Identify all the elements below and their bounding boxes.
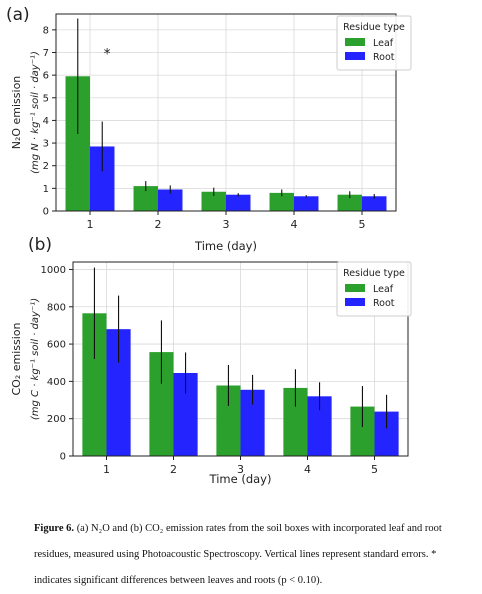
chart-panel-1: (a) 0 1 2 3 4 5 6 7 8 1 2 3 4 5 Time (day) N₂O emission (…: [6, 5, 412, 253]
legend-swatch-leaf: [345, 38, 365, 46]
bar-root: [226, 194, 251, 211]
y-tick-label: 600: [47, 340, 66, 351]
bar-leaf: [269, 192, 294, 211]
x-tick-label: 5: [371, 463, 378, 476]
y-tick-label: 1000: [41, 265, 66, 276]
panel-label: (a): [6, 5, 30, 25]
legend-label-root: Root: [373, 52, 395, 63]
panel-label: (b): [28, 235, 52, 255]
figure: (a) 0 1 2 3 4 5 6 7 8 1 2 3 4 5 Time (day) N₂O emission (…: [6, 5, 412, 486]
y-tick-label: 2: [43, 161, 49, 172]
y-axis-label-line2: (mg N · kg⁻¹ soil · day⁻¹): [30, 51, 41, 174]
bar-leaf: [337, 194, 362, 211]
x-axis-label: Time (day): [194, 239, 257, 253]
y-tick-label: 0: [43, 207, 49, 218]
legend-title: Residue type: [343, 268, 405, 279]
y-axis-label-line1: CO₂ emission: [10, 322, 23, 395]
y-tick-label: 800: [47, 302, 66, 313]
caption-label: Figure 6.: [34, 523, 75, 534]
x-tick-label: 4: [304, 463, 311, 476]
legend-label-leaf: Leaf: [373, 38, 394, 49]
y-tick-label: 8: [43, 25, 49, 36]
caption-text: (a) N₂O and (b) CO₂ emission rates from …: [34, 523, 442, 586]
bar-root: [294, 196, 319, 211]
y-tick-label: 3: [43, 139, 49, 150]
y-tick-label: 6: [43, 71, 49, 82]
y-tick-label: 5: [43, 93, 49, 104]
bar-root: [362, 196, 387, 211]
legend-swatch-root: [345, 298, 365, 306]
figure-caption: Figure 6. (a) N₂O and (b) CO₂ emission r…: [34, 516, 474, 594]
y-tick-label: 400: [47, 377, 66, 388]
x-tick-label: 3: [223, 218, 230, 231]
x-axis-label: Time (day): [209, 472, 272, 486]
chart-panel-2: (b) 0 200 400 600 800 1000 1 2 3 4 5 Time (day) CO₂ e…: [10, 235, 412, 486]
legend-label-root: Root: [373, 298, 395, 309]
y-tick-label: 4: [43, 116, 49, 127]
legend-swatch-root: [345, 52, 365, 60]
significance-annotation: *: [104, 47, 111, 63]
y-tick-label: 7: [43, 48, 49, 59]
y-axis-label-line2: (mg C · kg⁻¹ soil · day⁻¹): [30, 298, 41, 420]
x-tick-label: 2: [155, 218, 162, 231]
y-tick-label: 200: [47, 414, 66, 425]
legend-swatch-leaf: [345, 284, 365, 292]
x-tick-label: 5: [359, 218, 366, 231]
y-tick-label: 1: [43, 184, 49, 195]
x-tick-label: 3: [237, 463, 244, 476]
x-tick-label: 1: [87, 218, 94, 231]
x-tick-label: 4: [291, 218, 298, 231]
x-tick-label: 2: [170, 463, 177, 476]
y-axis-label-line1: N₂O emission: [10, 76, 23, 150]
bar-leaf: [201, 191, 226, 211]
legend-title: Residue type: [343, 22, 405, 33]
legend-label-leaf: Leaf: [373, 284, 394, 295]
x-tick-label: 1: [103, 463, 110, 476]
bar-root: [158, 189, 183, 211]
y-tick-label: 0: [60, 452, 66, 463]
